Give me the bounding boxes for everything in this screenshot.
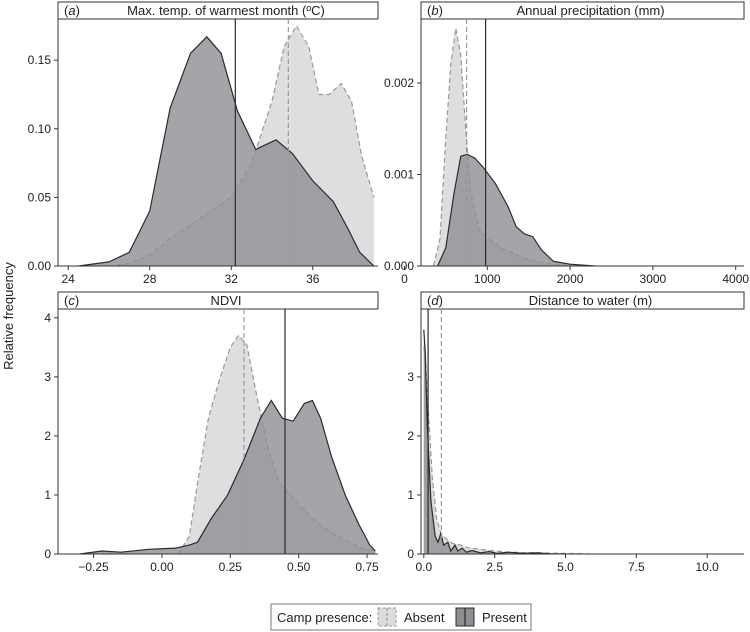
panel-c-y-tick-label: 3 [44, 370, 51, 384]
panel-c-y-tick-label: 0 [44, 547, 51, 561]
panel-c: (c) NDVI −0.25 0.00 0.25 0.50 0.75 0 1 2 3 4 [44, 291, 379, 574]
panel-b-y-tick-label: 0.002 [384, 76, 414, 90]
panel-d-absent-curve [423, 347, 594, 554]
panel-a-x-tick-label: 28 [143, 272, 157, 286]
panel-c-absent-curve [177, 334, 376, 554]
panel-d: (d) Distance to water (m) 0.0 2.5 5.0 7.5 10.0… [407, 291, 745, 574]
panel-c-y-tick-label: 2 [44, 429, 51, 443]
panel-c-present-area [79, 400, 376, 554]
panel-c-x-tick-label: 0.75 [355, 560, 379, 574]
panel-d-x-tick-label: 7.5 [628, 560, 645, 574]
panel-d-y-tick-label: 3 [407, 370, 414, 384]
panel-b-x-tick-label: 3000 [640, 272, 667, 286]
panel-a-present-curve [78, 35, 375, 266]
panel-b-title: Annual precipitation (mm) [516, 3, 664, 18]
panel-b-x-tick-label: 0 [401, 272, 408, 286]
panel-d-present-curve [423, 329, 566, 554]
panel-a-y-tick-label: 0.05 [28, 190, 52, 204]
panel-c-letter: (c) [64, 293, 79, 308]
panel-c-y-tick-label: 1 [44, 488, 51, 502]
panel-d-y-tick-label: 0 [407, 547, 414, 561]
panel-c-x-tick-label: 0.50 [287, 560, 311, 574]
legend-label-present: Present [482, 610, 527, 625]
panel-b: (b) Annual precipitation (mm) 0 1000 2000 300… [384, 1, 749, 286]
panel-c-x-tick-label: 0.25 [219, 560, 243, 574]
panel-d-y-tick-label: 1 [407, 488, 414, 502]
panel-d-x-tick-label: 0.0 [415, 560, 432, 574]
panel-a-x-tick-label: 32 [225, 272, 239, 286]
panel-d-x-tick-label: 10.0 [695, 560, 719, 574]
panel-a-letter: (a) [64, 3, 80, 18]
legend: Camp presence: Absent Present [270, 603, 532, 631]
panel-b-present-area [437, 154, 595, 266]
panel-a-x-tick-label: 24 [62, 272, 76, 286]
panel-b-x-tick-label: 4000 [722, 272, 749, 286]
panel-d-x-tick-label: 5.0 [557, 560, 574, 574]
panel-a-y-tick-label: 0.00 [28, 259, 52, 273]
legend-title: Camp presence: [277, 610, 372, 625]
panel-a: (a) Max. temp. of warmest month (ºC) 24 28 3… [28, 1, 379, 286]
panel-a-strip [57, 1, 379, 20]
panel-a-x-tick-label: 36 [306, 272, 320, 286]
panel-b-y-tick-label: 0.001 [384, 168, 414, 182]
panel-c-strip [57, 291, 379, 310]
panel-c-x-tick-label: 0.00 [150, 560, 174, 574]
panel-d-strip [420, 291, 745, 310]
panel-d-x-tick-label: 2.5 [486, 560, 503, 574]
panel-b-x-tick-label: 2000 [557, 272, 584, 286]
panel-d-title: Distance to water (m) [529, 293, 653, 308]
legend-label-absent: Absent [404, 610, 445, 625]
panel-c-title: NDVI [210, 293, 241, 308]
panel-a-y-tick-label: 0.15 [28, 53, 52, 67]
panel-d-absent-area [423, 347, 594, 554]
panel-c-present-curve [79, 399, 376, 554]
legend-frame [270, 603, 532, 631]
panel-a-y-tick-label: 0.10 [28, 122, 52, 136]
panel-b-y-tick-label: 0.000 [384, 259, 414, 273]
panel-a-present-area [78, 36, 374, 266]
panel-d-y-tick-label: 2 [407, 429, 414, 443]
panel-d-present-area [423, 329, 566, 554]
panel-b-present-curve [437, 153, 595, 266]
panel-b-x-tick-label: 1000 [474, 272, 501, 286]
panel-b-strip [420, 1, 745, 20]
y-axis-label: Relative frequency [1, 262, 16, 370]
panel-d-letter: (d) [427, 293, 443, 308]
panel-b-letter: (b) [427, 3, 443, 18]
panel-a-title: Max. temp. of warmest month (ºC) [127, 3, 325, 18]
panel-c-y-tick-label: 4 [44, 311, 51, 325]
panel-c-x-tick-label: −0.25 [78, 560, 109, 574]
